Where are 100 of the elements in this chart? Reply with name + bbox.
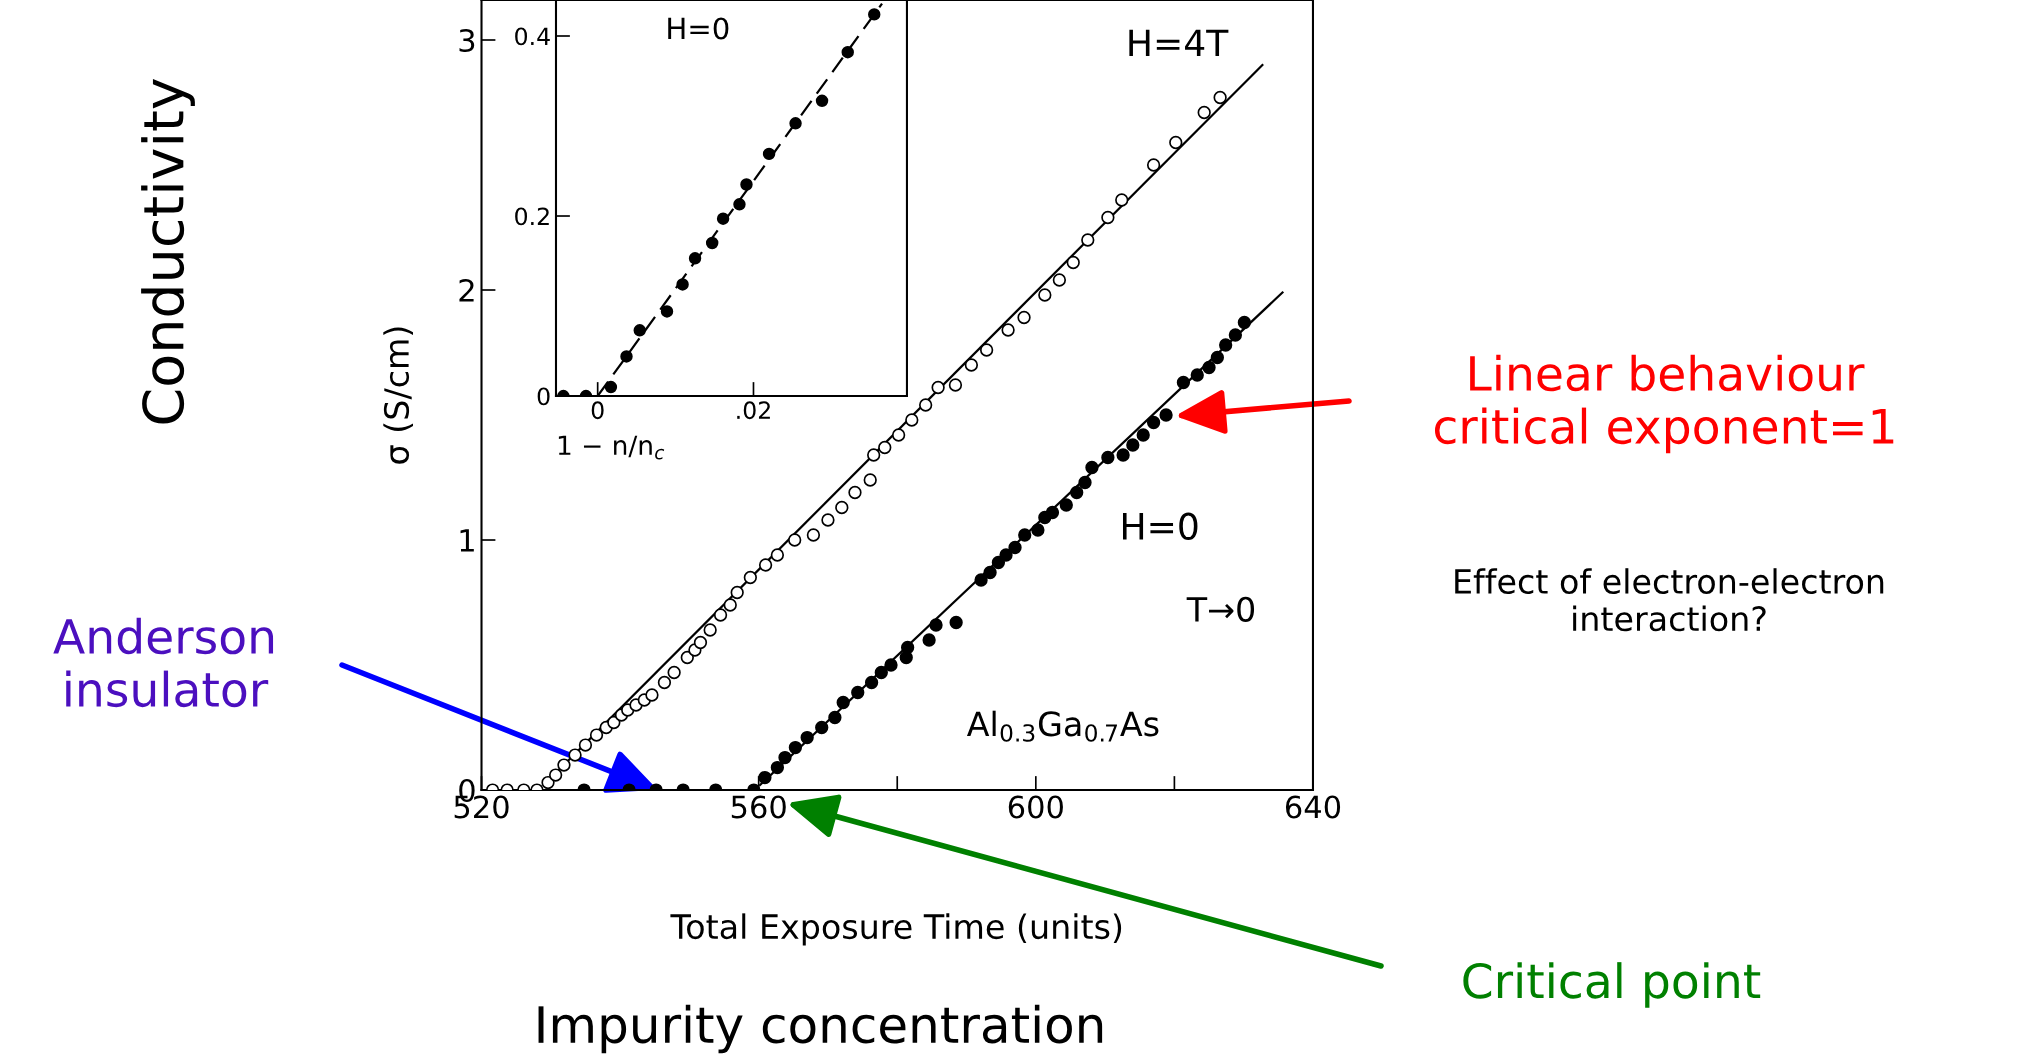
point [1197,105,1211,120]
point [778,750,792,765]
point [713,608,728,622]
annotation: T→0 [1186,596,1255,622]
y-tick-label: 2 [459,278,474,302]
point [815,720,829,735]
point [758,558,773,572]
point [1038,288,1052,302]
point [1101,450,1115,465]
point [974,573,988,587]
text: Effect of electron-electron interaction? [1455,568,1884,632]
series-label: H=4T [1129,29,1229,57]
point [1001,323,1015,337]
text: Critical point [1463,962,1761,1008]
point [730,585,744,600]
point [983,565,997,580]
point [705,236,719,250]
point [835,500,849,515]
x-axis-title: Total Exposure Time (units) [670,913,1122,946]
point [578,738,593,752]
point [1126,438,1140,452]
point [1081,233,1095,247]
point [758,770,772,785]
point [789,117,802,130]
point [1169,135,1183,150]
point [863,473,877,487]
y-tick-label: 1 [460,529,474,552]
point [878,440,892,455]
text: Linear behaviour critical exponent=1 [1434,354,1894,454]
point [1213,90,1227,105]
point [1136,428,1150,442]
point [999,548,1013,562]
point [1219,338,1233,352]
point [828,710,842,725]
text: H=0 [668,17,729,40]
point [800,730,814,745]
y-tick-label: 3 [459,28,475,53]
point [1045,505,1060,520]
point [1018,528,1032,542]
point [645,688,659,702]
y-tick-label: 0.2 [515,207,549,226]
point [770,760,785,775]
point [1078,475,1092,490]
point [680,650,694,665]
point [657,675,672,690]
point [1228,328,1243,342]
point [620,350,633,363]
point [905,413,919,427]
point [1052,273,1067,287]
text: Conductivity [141,79,195,424]
point [874,665,888,680]
point [891,428,906,442]
point [1115,193,1129,207]
point [762,147,776,161]
point [922,633,936,647]
point [743,570,757,585]
point [884,658,898,672]
y-axis-title: σ (S/cm) [383,327,413,464]
x-tick-label: 560 [731,795,786,819]
y-tick-label: 0 [537,387,550,406]
point [1008,540,1022,555]
point [964,358,979,372]
point [1031,523,1045,537]
point [1190,368,1204,382]
text: Impurity concentration [538,1004,1103,1054]
point [549,768,563,782]
point [1059,498,1073,512]
x-tick-label: 600 [1008,795,1063,819]
point [864,675,879,690]
point [676,278,689,291]
point [667,665,681,680]
point [948,378,963,392]
x-tick-label: 640 [1285,795,1341,819]
point [919,398,933,412]
point [733,198,746,211]
point [1085,460,1099,475]
point [788,740,803,755]
point [1237,315,1252,330]
point [1017,310,1031,325]
text: Anderson insulator [53,617,274,708]
point [1176,375,1191,390]
point [788,533,802,547]
point [949,615,963,630]
point [557,758,571,772]
point [568,748,582,762]
point [607,715,621,730]
point [851,685,865,700]
point [848,485,862,500]
point [604,380,618,394]
point [868,8,881,21]
x-axis-title: 1 − n/n$_{c}$ [558,435,665,460]
point [1101,210,1115,225]
point [931,380,945,395]
point [770,548,785,562]
point [1210,350,1224,365]
point [1066,255,1080,270]
point [979,343,994,357]
series-label: H=0 [1123,512,1198,540]
point [867,448,881,462]
point [806,528,821,542]
